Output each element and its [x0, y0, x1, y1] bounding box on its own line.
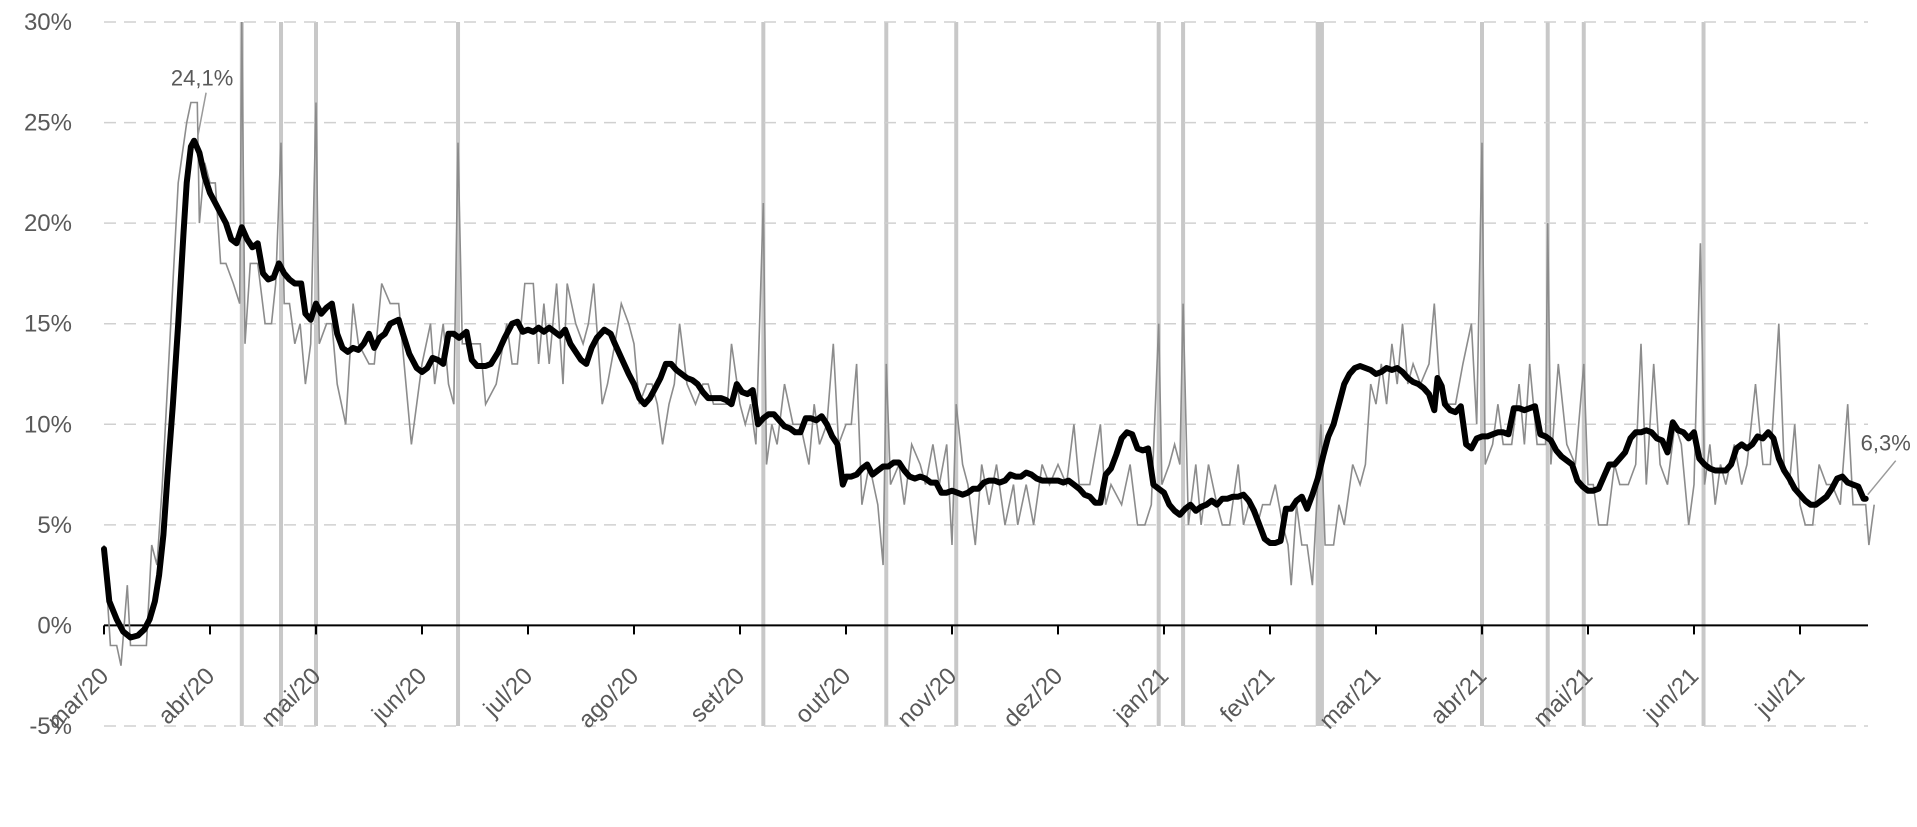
annotations: 24,1% 6,3%: [171, 66, 1911, 496]
highlight-band-4: [761, 22, 766, 726]
highlight-bands: [239, 22, 1706, 726]
x-tick-label: ago/20: [573, 663, 644, 734]
x-tick-label: mar/21: [1314, 663, 1386, 735]
gridlines: [104, 21, 1868, 727]
highlight-band-13: [1545, 22, 1550, 726]
x-tick-label: mai/21: [1528, 663, 1598, 733]
x-axis: mar/20 abr/20 mai/20 jun/20 jul/20 ago/20 set/…: [42, 625, 1810, 734]
x-tick-label: jul/21: [1750, 663, 1810, 723]
annotation-leader-last: [1867, 460, 1897, 496]
highlight-band-6: [954, 22, 959, 726]
y-tick-label: 10%: [24, 411, 72, 438]
highlight-band-9: [1315, 22, 1320, 726]
x-tick-label: dez/20: [998, 663, 1068, 733]
y-tick-label: 5%: [37, 512, 72, 539]
y-axis: -5% 0% 5% 10% 15% 20% 25% 30%: [24, 9, 72, 740]
highlight-band-11: [1319, 22, 1324, 726]
x-tick-label: fev/21: [1215, 663, 1280, 728]
x-tick-label: out/20: [790, 663, 856, 729]
x-tick-label: mar/20: [42, 663, 114, 735]
daily-series-line: [103, 21, 1875, 666]
x-tick-label: set/20: [685, 663, 750, 728]
y-tick-label: 30%: [24, 9, 72, 36]
highlight-band-3: [456, 22, 461, 726]
highlight-band-7: [1156, 22, 1161, 726]
y-tick-label: 15%: [24, 311, 72, 338]
y-tick-label: 25%: [24, 110, 72, 137]
highlight-band-2: [314, 22, 318, 726]
highlight-band-10: [1317, 22, 1322, 726]
y-tick-label: -5%: [29, 713, 72, 740]
highlight-band-15: [1701, 22, 1706, 726]
y-tick-label: 0%: [37, 612, 72, 639]
x-tick-label: jun/20: [366, 663, 432, 729]
annotation-leader-peak: [197, 92, 207, 135]
series: [101, 21, 1875, 666]
annotation-peak: 24,1%: [171, 66, 233, 91]
x-tick-label: jan/21: [1108, 663, 1174, 729]
x-tick-label: jul/20: [478, 663, 538, 723]
highlight-band-12: [1480, 22, 1484, 726]
highlight-band-8: [1181, 22, 1186, 726]
highlight-band-1: [279, 22, 284, 726]
x-tick-label: jun/21: [1638, 663, 1704, 729]
annotation-last: 6,3%: [1861, 431, 1911, 456]
y-tick-label: 20%: [24, 210, 72, 237]
x-tick-label: nov/20: [892, 663, 962, 733]
x-tick-label: abr/20: [153, 663, 220, 730]
moving-average-line: [101, 137, 1869, 641]
highlight-band-0: [239, 22, 244, 726]
